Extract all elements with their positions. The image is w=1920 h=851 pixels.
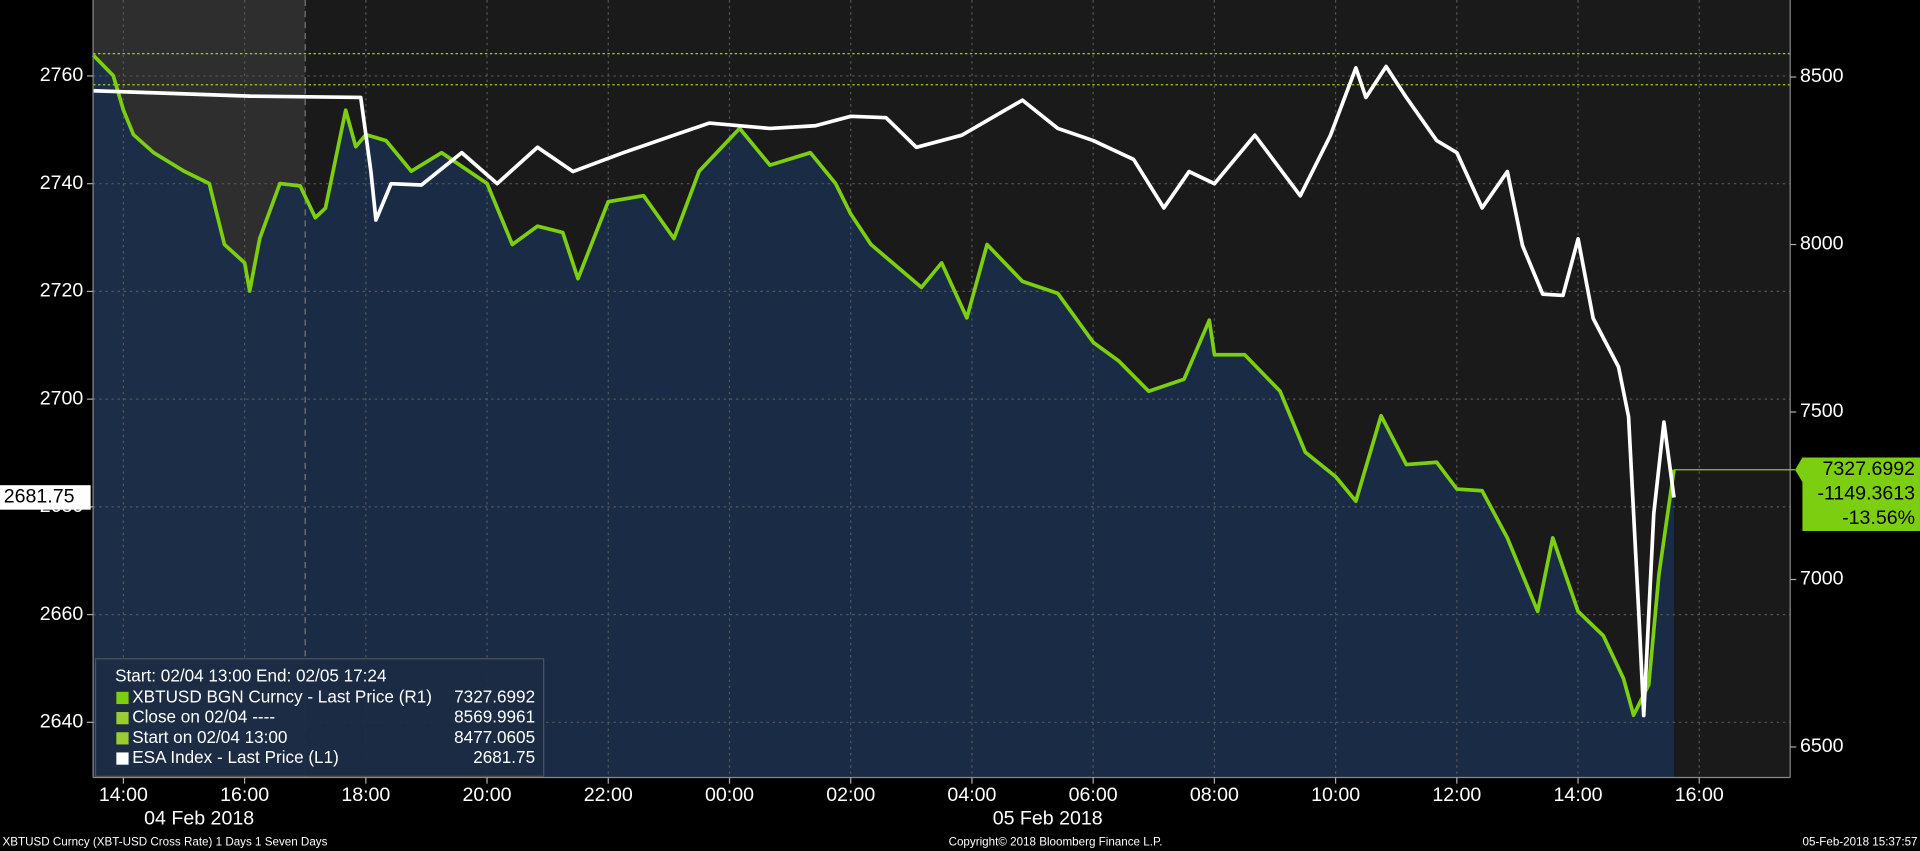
date-label: 04 Feb 2018 xyxy=(144,807,254,829)
footer-right: 05-Feb-2018 15:37:57 xyxy=(1802,836,1917,849)
last-value-label: 7327.6992 xyxy=(1823,458,1916,480)
y2-tick-label: 8000 xyxy=(1800,233,1844,255)
y-tick-label: 2740 xyxy=(40,172,84,194)
x-tick-label: 22:00 xyxy=(584,784,633,806)
legend-swatch xyxy=(116,691,129,705)
y-tick-label: 2660 xyxy=(40,603,84,625)
x-tick-label: 16:00 xyxy=(1675,784,1724,806)
y-tick-label: 2700 xyxy=(40,387,84,409)
last-value-label: 2681.75 xyxy=(4,486,75,508)
x-tick-label: 06:00 xyxy=(1069,784,1118,806)
area xyxy=(93,54,1674,778)
y2-tick-label: 7500 xyxy=(1800,400,1844,422)
x-tick-label: 04:00 xyxy=(947,784,996,806)
x-tick-label: 20:00 xyxy=(463,784,512,806)
y2-tick-label: 7000 xyxy=(1800,568,1844,590)
line xyxy=(91,53,1676,718)
footer-left: XBTUSD Curncy (XBT-USD Cross Rate) 1 Day… xyxy=(2,836,327,849)
x-tick-label: 10:00 xyxy=(1311,784,1360,806)
x-tick-label: 14:00 xyxy=(99,784,148,806)
x-tick-label: 02:00 xyxy=(826,784,875,806)
change-label: -1149.3613 xyxy=(1817,482,1915,504)
legend-value: 7327.6992 xyxy=(454,686,535,706)
legend-swatch xyxy=(116,752,129,765)
legend-swatch xyxy=(116,732,129,745)
legend-entry: ESA Index - Last Price (L1) xyxy=(132,747,339,767)
change-pct-label: -13.56% xyxy=(1842,507,1915,529)
legend-entry: Close on 02/04 ---- xyxy=(132,707,275,727)
footer-center: Copyright© 2018 Bloomberg Finance L.P. xyxy=(949,836,1163,849)
legend-value: 8477.0605 xyxy=(454,727,535,747)
date-label: 05 Feb 2018 xyxy=(993,807,1103,829)
x-tick-label: 18:00 xyxy=(341,784,390,806)
y2-tick-label: 6500 xyxy=(1800,735,1844,757)
y-tick-label: 2760 xyxy=(40,64,84,86)
last-value-tag xyxy=(0,485,91,510)
x-tick-label: 14:00 xyxy=(1554,784,1603,806)
last-value-tag xyxy=(1795,457,1920,531)
legend-title: Start: 02/04 13:00 End: 02/05 17:24 xyxy=(115,666,387,686)
legend-box xyxy=(94,658,545,777)
y2-tick-label: 8500 xyxy=(1800,65,1844,87)
line xyxy=(93,64,1676,718)
y-tick-label: 2640 xyxy=(40,710,84,732)
legend-entry: Start on 02/04 13:00 xyxy=(132,727,287,747)
x-tick-label: 16:00 xyxy=(220,784,269,806)
legend-value: 8569.9961 xyxy=(454,707,535,727)
legend-entry: XBTUSD BGN Curncy - Last Price (R1) xyxy=(132,686,432,706)
legend-value: 2681.75 xyxy=(473,747,535,767)
legend-swatch xyxy=(116,712,129,725)
y-tick-label: 2720 xyxy=(40,280,84,302)
x-tick-label: 08:00 xyxy=(1190,784,1239,806)
x-tick-label: 00:00 xyxy=(705,784,754,806)
x-tick-label: 12:00 xyxy=(1432,784,1481,806)
